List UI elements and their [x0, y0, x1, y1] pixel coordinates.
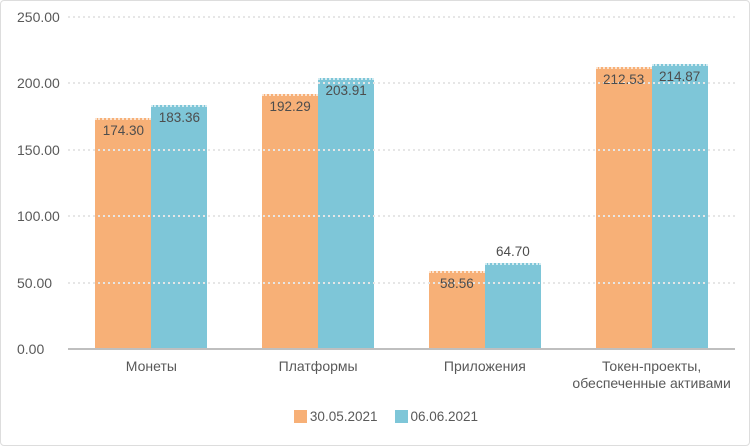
bar-value-label: 212.53 — [602, 71, 645, 87]
bar-value-label: 58.56 — [439, 276, 474, 292]
gridline — [68, 16, 735, 18]
bar-06.06.2021-3 — [484, 263, 541, 349]
y-axis-tick-label: 250.00 — [17, 9, 60, 25]
gridline — [68, 148, 735, 151]
bar-value-label: 203.91 — [325, 83, 367, 99]
chart-legend: 30.05.2021 06.06.2021 — [21, 409, 749, 424]
gridline — [68, 82, 735, 85]
bar-value-label: 183.36 — [158, 110, 201, 126]
x-axis-category-label: Монеты — [125, 358, 177, 374]
bar-value-label: 192.29 — [269, 98, 311, 114]
bar-30.05.2021-3 — [428, 271, 485, 349]
bar-30.05.2021-1 — [95, 117, 152, 349]
bar-06.06.2021-1 — [151, 105, 208, 349]
legend-label: 06.06.2021 — [410, 409, 479, 424]
x-axis-category-label: Приложения — [443, 358, 526, 374]
legend-item-06.06.2021: 06.06.2021 — [394, 409, 479, 424]
legend-swatch — [293, 410, 307, 423]
bar-30.05.2021-2 — [262, 93, 319, 349]
x-axis-category-label: Токен-проекты, обеспеченные активами — [572, 358, 731, 391]
y-axis-tick-label: 100.00 — [17, 208, 60, 225]
y-axis-tick-label: 200.00 — [17, 75, 60, 92]
bar-value-label: 174.30 — [102, 122, 145, 138]
legend-item-30.05.2021: 30.05.2021 — [293, 409, 378, 424]
y-axis-tick-label: 150.00 — [17, 141, 60, 158]
y-axis-tick-label: 0.00 — [17, 341, 45, 357]
legend-swatch — [394, 410, 408, 423]
bar-30.05.2021-4 — [595, 66, 652, 349]
gridline — [68, 281, 735, 284]
y-axis-tick-label: 50.00 — [17, 274, 53, 291]
x-axis-category-label: Платформы — [278, 358, 358, 374]
bar-06.06.2021-4 — [651, 63, 708, 349]
bar-06.06.2021-2 — [318, 78, 375, 349]
x-axis-line — [68, 348, 735, 350]
bar-value-label: 214.87 — [658, 68, 701, 84]
gridline — [68, 215, 735, 218]
legend-label: 30.05.2021 — [309, 409, 378, 424]
bar-value-label: 64.70 — [495, 244, 530, 260]
